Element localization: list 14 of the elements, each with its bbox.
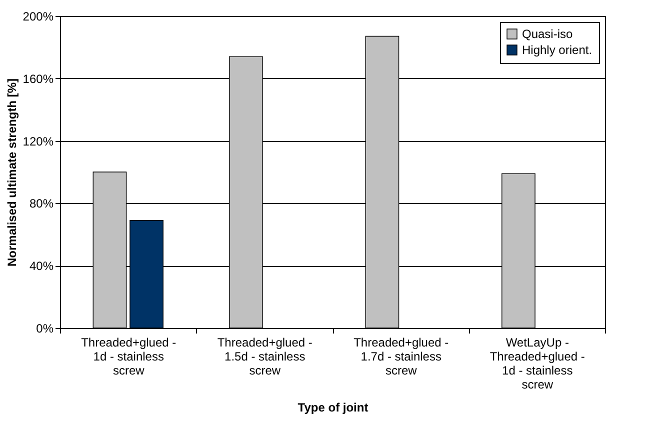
- x-tick-label: Threaded+glued - 1.7d - stainless screw: [354, 336, 449, 378]
- x-axis-title: Type of joint: [298, 400, 368, 414]
- y-tick-label: 200%: [22, 10, 54, 24]
- x-tick-label: Threaded+glued - 1d - stainless screw: [81, 336, 176, 378]
- legend-label: Quasi-iso: [522, 27, 574, 41]
- x-tick-label: Threaded+glued - 1.5d - stainless screw: [217, 336, 312, 378]
- y-tick-label: 40%: [29, 259, 54, 274]
- legend-label: Highly orient.: [522, 43, 592, 57]
- x-tick-label: WetLayUp - Threaded+glued - 1d - stainless screw: [490, 336, 585, 392]
- y-tick-label: 0%: [36, 322, 54, 336]
- y-tick-label: 120%: [22, 134, 54, 148]
- y-tick-label: 160%: [22, 72, 54, 86]
- y-axis-title: Normalised ultimate strength [%]: [4, 78, 19, 267]
- y-tick-label: 80%: [29, 196, 54, 211]
